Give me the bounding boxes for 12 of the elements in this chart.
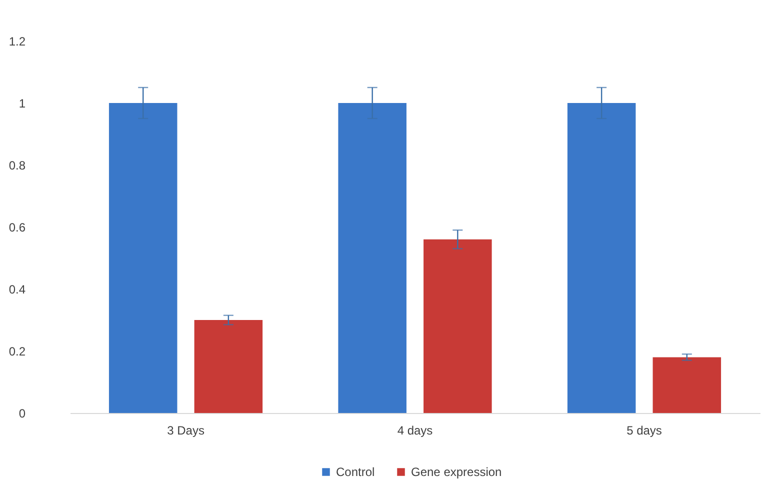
legend-label: Gene expression <box>411 465 502 479</box>
y-tick-label: 1.2 <box>8 34 26 48</box>
y-tick-label: 0 <box>18 406 26 420</box>
y-tick-label: 0.2 <box>8 344 26 358</box>
x-tick-label: 4 days <box>397 424 433 438</box>
legend-label: Control <box>336 465 375 479</box>
x-tick-label: 5 days <box>626 424 662 438</box>
y-tick-label: 1 <box>18 96 26 110</box>
y-tick-label: 0.4 <box>8 282 26 296</box>
y-tick-label: 0.8 <box>8 158 26 172</box>
y-tick-label: 0.6 <box>8 220 26 234</box>
x-tick-label: 3 Days <box>167 424 204 438</box>
